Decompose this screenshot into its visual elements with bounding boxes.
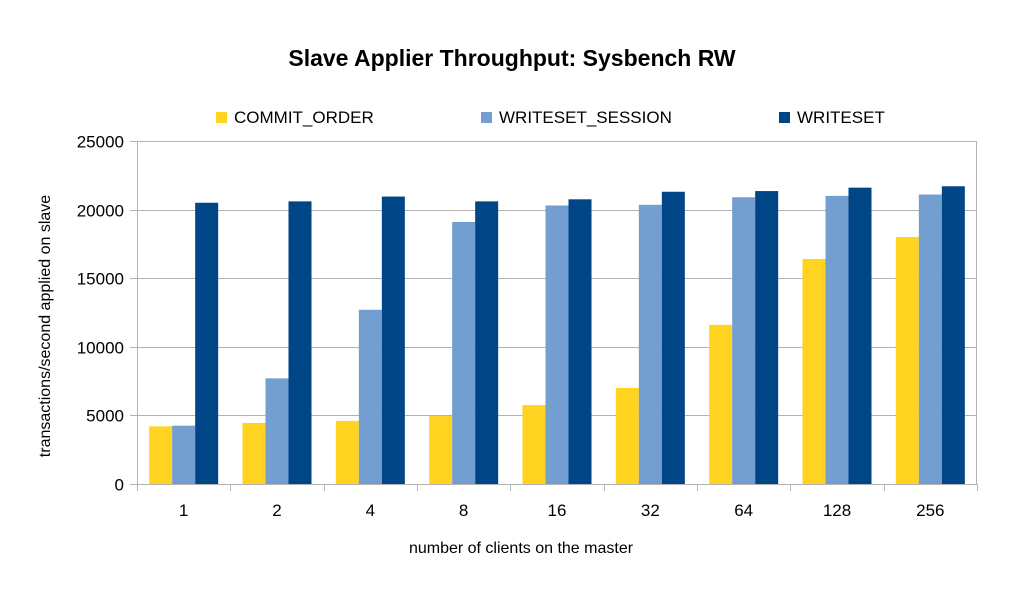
- bar-writeset-session: [638, 204, 662, 484]
- chart-title: Slave Applier Throughput: Sysbench RW: [288, 45, 736, 71]
- bar-writeset-session: [452, 221, 476, 484]
- bar-commit-order: [615, 387, 639, 484]
- legend-label: WRITESET_SESSION: [499, 108, 672, 127]
- y-tick-label: 10000: [77, 339, 124, 358]
- bar-writeset: [381, 196, 405, 485]
- bar-commit-order: [709, 324, 733, 484]
- bar-writeset: [568, 199, 592, 484]
- x-tick-label: 64: [734, 501, 753, 520]
- bar-writeset: [288, 201, 312, 485]
- x-tick-label: 2: [272, 501, 281, 520]
- legend-swatch: [481, 112, 492, 123]
- legend-swatch: [779, 112, 790, 123]
- bar-commit-order: [522, 405, 546, 484]
- bar-commit-order: [242, 422, 266, 484]
- bar-commit-order: [802, 258, 826, 484]
- legend: COMMIT_ORDER WRITESET_SESSION WRITESET: [216, 108, 885, 127]
- y-tick-label: 20000: [77, 202, 124, 221]
- bar-commit-order: [895, 237, 919, 484]
- bar-commit-order: [429, 416, 453, 484]
- legend-item-writeset: WRITESET: [779, 108, 885, 127]
- bar-writeset-session: [545, 205, 569, 484]
- x-tick-label: 256: [916, 501, 944, 520]
- x-tick-labels: 1 2 4 8 16 32 64 128 256: [137, 484, 978, 520]
- bar-writeset-session: [825, 195, 849, 484]
- bar-writeset-session: [265, 378, 289, 484]
- y-tick-label: 5000: [86, 407, 124, 426]
- bar-writeset-session: [172, 425, 196, 484]
- y-tick-label: 0: [115, 476, 124, 495]
- bar-commit-order: [149, 426, 173, 484]
- bar-writeset-session: [918, 194, 942, 484]
- bar-commit-order: [335, 420, 359, 484]
- y-tick-label: 15000: [77, 270, 124, 289]
- legend-label: WRITESET: [797, 108, 885, 127]
- bar-writeset: [195, 202, 219, 485]
- x-axis-label: number of clients on the master: [409, 540, 634, 557]
- y-axis-label: transactions/second applied on slave: [37, 195, 54, 457]
- bar-writeset-session: [358, 309, 382, 484]
- bar-writeset-session: [732, 197, 756, 484]
- x-tick-label: 8: [459, 501, 468, 520]
- bar-writeset: [848, 187, 872, 484]
- bars: [149, 186, 965, 485]
- bar-writeset: [661, 191, 685, 484]
- legend-item-commit-order: COMMIT_ORDER: [216, 108, 374, 127]
- bar-writeset: [941, 186, 965, 484]
- y-tick-labels: 0 5000 10000 15000 20000 25000: [77, 133, 137, 495]
- x-tick-label: 1: [179, 501, 188, 520]
- legend-label: COMMIT_ORDER: [234, 108, 374, 127]
- bar-writeset: [755, 191, 779, 484]
- axes: [137, 141, 977, 485]
- legend-swatch: [216, 112, 227, 123]
- x-tick-label: 32: [641, 501, 660, 520]
- legend-item-writeset-session: WRITESET_SESSION: [481, 108, 672, 127]
- x-tick-label: 128: [823, 501, 851, 520]
- x-tick-label: 4: [366, 501, 375, 520]
- x-tick-label: 16: [548, 501, 567, 520]
- bar-writeset: [475, 201, 499, 485]
- y-tick-label: 25000: [77, 133, 124, 152]
